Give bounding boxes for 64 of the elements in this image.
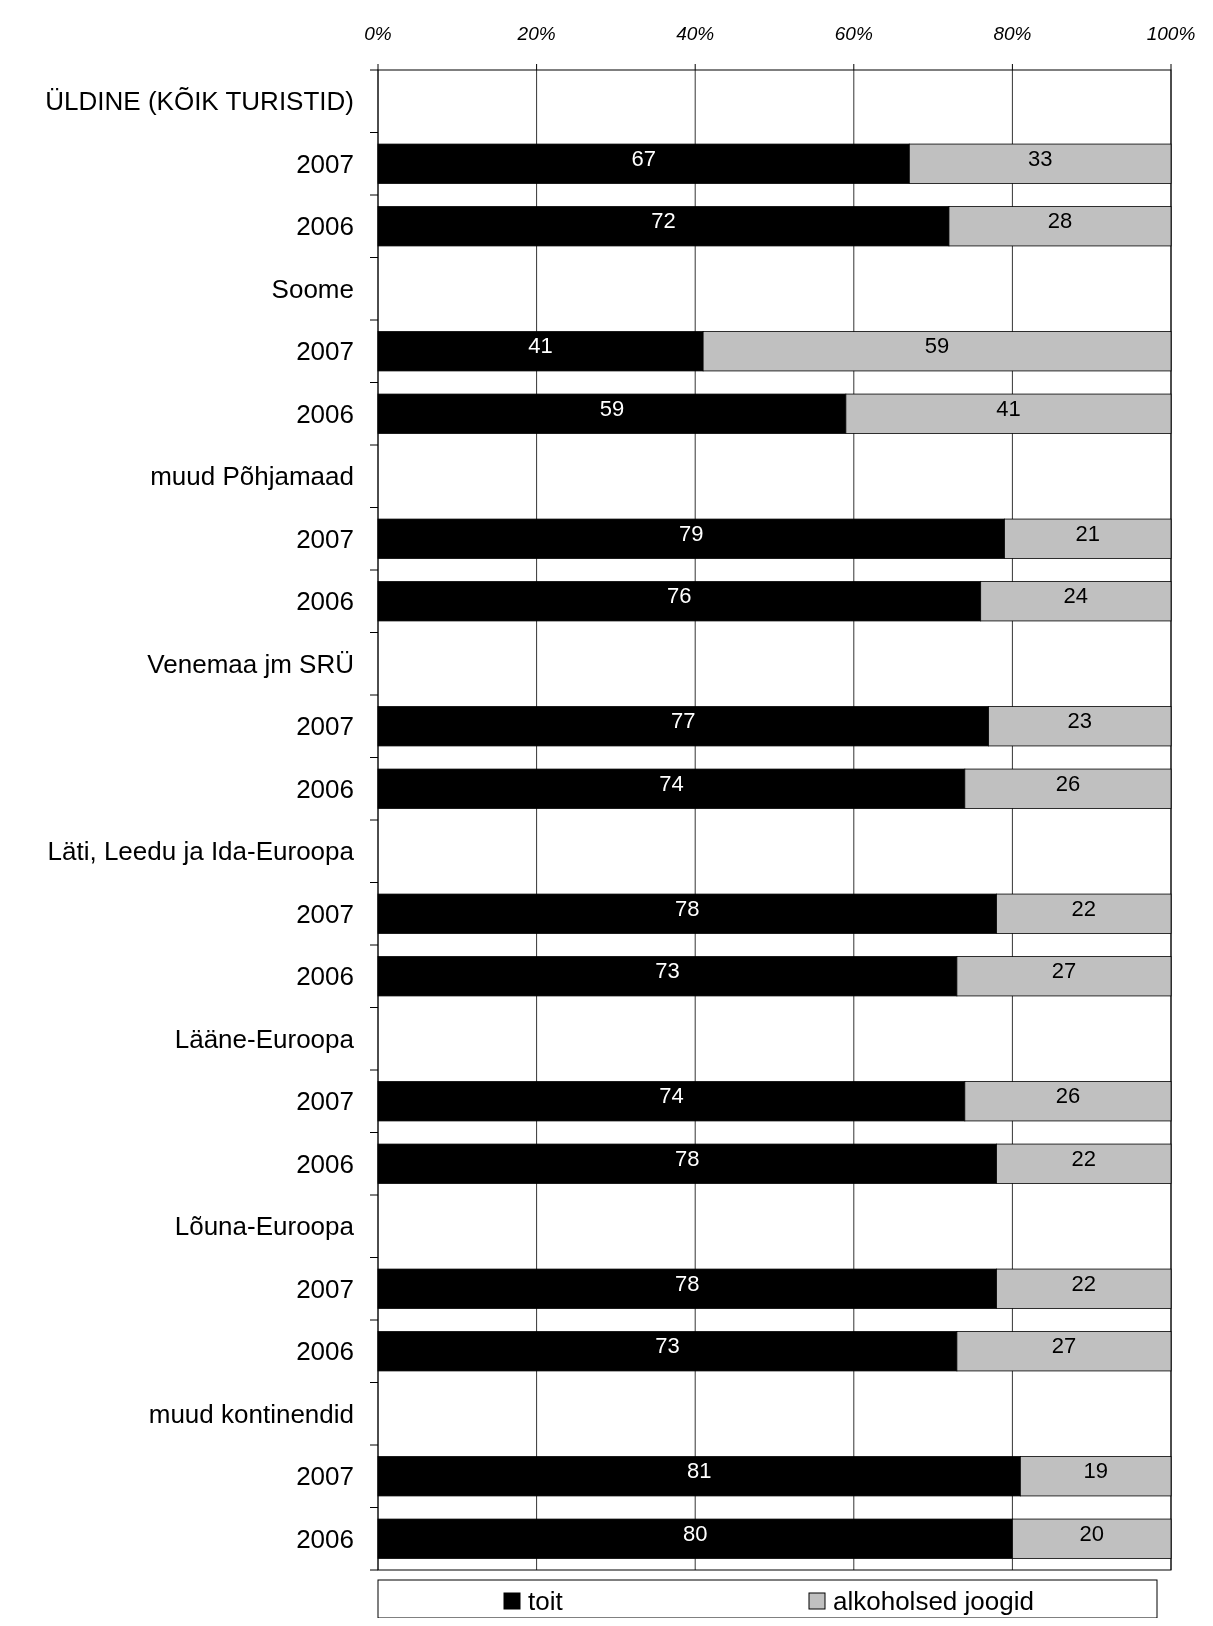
data-label: 19	[1083, 1458, 1108, 1484]
data-label: 26	[1055, 770, 1081, 796]
legend-label: alkoholsed joogid	[833, 1586, 1034, 1617]
data-label: 67	[631, 145, 656, 171]
data-label: 41	[528, 333, 553, 359]
x-tick-label: 100%	[1146, 23, 1196, 44]
y-tick-label: 2006	[296, 1336, 354, 1367]
data-label: 73	[655, 1333, 680, 1359]
y-tick-label: Soome	[271, 273, 354, 304]
data-label: 22	[1071, 1270, 1097, 1296]
data-label: 74	[659, 770, 684, 796]
x-tick-label: 60%	[834, 23, 873, 44]
y-tick-label: Lõuna-Euroopa	[174, 1211, 355, 1242]
data-label: 73	[655, 958, 680, 984]
data-label: 78	[675, 1145, 700, 1171]
data-label: 78	[675, 895, 700, 921]
y-tick-label: 2006	[296, 398, 354, 429]
x-tick-label: 20%	[516, 23, 556, 44]
y-tick-label: 2007	[296, 1273, 354, 1304]
data-label: 41	[996, 395, 1021, 421]
y-tick-label: 2007	[296, 1086, 354, 1117]
data-label: 76	[667, 583, 692, 609]
data-label: 59	[599, 395, 625, 421]
y-tick-label: 2007	[296, 336, 354, 367]
data-label: 21	[1075, 520, 1100, 546]
y-tick-label: 2006	[296, 211, 354, 242]
data-label: 59	[924, 333, 950, 359]
y-tick-label: 2006	[296, 586, 354, 617]
y-tick-label: 2007	[296, 523, 354, 554]
y-tick-label: 2006	[296, 1523, 354, 1554]
y-tick-label: 2007	[296, 148, 354, 179]
x-tick-label: 80%	[993, 23, 1032, 44]
data-label: 80	[682, 1520, 708, 1546]
data-label: 74	[659, 1083, 684, 1109]
data-label: 22	[1071, 895, 1097, 921]
y-tick-label: muud Põhjamaad	[150, 461, 354, 492]
data-label: 24	[1063, 583, 1089, 609]
y-tick-label: ÜLDINE (KÕIK TURISTID)	[45, 86, 354, 117]
legend-label: toit	[528, 1586, 564, 1617]
y-tick-label: Venemaa jm SRÜ	[147, 648, 354, 679]
y-tick-label: 2007	[296, 898, 354, 929]
data-label: 81	[686, 1458, 712, 1484]
x-tick-label: 0%	[364, 23, 392, 44]
y-tick-label: 2006	[296, 961, 354, 992]
data-label: 77	[671, 708, 696, 734]
data-label: 72	[651, 208, 676, 234]
data-label: 23	[1067, 708, 1093, 734]
data-label: 78	[675, 1270, 700, 1296]
y-tick-label: Läti, Leedu ja Ida-Euroopa	[47, 836, 355, 867]
y-tick-label: Lääne-Euroopa	[174, 1023, 355, 1054]
y-tick-label: 2007	[296, 711, 354, 742]
data-label: 33	[1027, 145, 1053, 171]
data-label: 27	[1051, 958, 1077, 984]
x-tick-label: 40%	[676, 23, 715, 44]
y-tick-label: 2006	[296, 773, 354, 804]
data-label: 22	[1071, 1145, 1097, 1171]
data-label: 79	[678, 520, 704, 546]
y-tick-label: 2006	[296, 1148, 354, 1179]
data-label: 20	[1079, 1520, 1104, 1546]
y-tick-label: 2007	[296, 1461, 354, 1492]
data-label: 27	[1051, 1333, 1077, 1359]
y-tick-label: muud kontinendid	[148, 1398, 354, 1429]
data-label: 28	[1047, 208, 1073, 234]
data-label: 26	[1055, 1083, 1081, 1109]
